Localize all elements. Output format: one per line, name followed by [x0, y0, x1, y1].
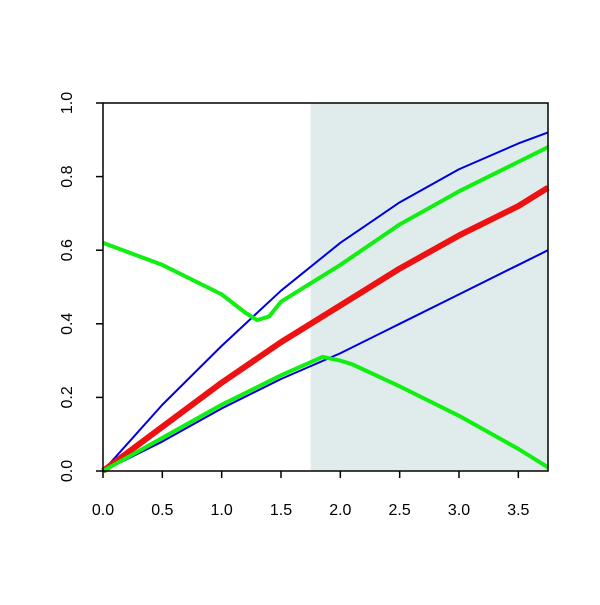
shaded-region — [310, 103, 548, 471]
x-tick-label: 0.5 — [151, 502, 173, 519]
y-tick-label: 0.4 — [59, 313, 76, 335]
line — [102, 354, 550, 473]
y-tick-label: 0.6 — [59, 239, 76, 261]
x-tick-label: 0.0 — [92, 502, 114, 519]
line — [102, 145, 549, 323]
x-tick-label: 2.0 — [329, 502, 351, 519]
line — [102, 249, 549, 472]
y-tick-label: 0.0 — [59, 460, 76, 482]
x-tick-label: 3.0 — [448, 502, 470, 519]
y-tick-label: 0.8 — [59, 165, 76, 187]
x-tick-label: 2.5 — [389, 502, 411, 519]
x-tick-label: 1.0 — [211, 502, 233, 519]
line — [102, 131, 549, 472]
x-tick-label: 1.5 — [270, 502, 292, 519]
y-tick-label: 1.0 — [59, 92, 76, 114]
line — [101, 185, 550, 474]
y-tick-label: 0.2 — [59, 386, 76, 408]
plot-frame — [102, 102, 549, 472]
x-tick-label: 3.5 — [507, 502, 529, 519]
